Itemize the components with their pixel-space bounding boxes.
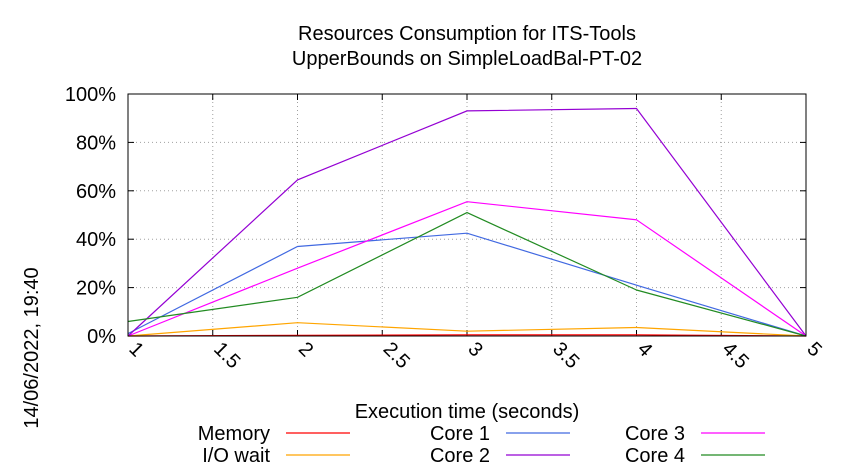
chart-title-line-2: UpperBounds on SimpleLoadBal-PT-02 — [292, 48, 642, 70]
grid-lines — [128, 94, 806, 336]
y-tick-label: 60% — [76, 181, 116, 203]
legend-label: Core 3 — [625, 423, 685, 445]
legend-label: Core 1 — [430, 423, 490, 445]
timestamp-label: 14/06/2022, 19:40 — [21, 267, 43, 428]
legend-label: Core 2 — [430, 445, 490, 467]
y-tick-label: 40% — [76, 229, 116, 251]
y-axis-ticks: 0% 20% 40% 60% 80% 100% — [65, 84, 806, 348]
series-lines — [127, 107, 807, 337]
x-tick-label: 2.5 — [379, 338, 414, 373]
x-tick-label: 1 — [124, 338, 147, 361]
legend-label: Core 4 — [625, 445, 685, 467]
legend-label: Memory — [198, 423, 270, 445]
x-tick-label: 3 — [463, 338, 486, 361]
x-axis-label: Execution time (seconds) — [355, 401, 580, 423]
series-line-core-4 — [127, 211, 807, 337]
x-tick-label: 1.5 — [209, 338, 244, 373]
series-line-i-o-wait — [127, 322, 807, 337]
y-tick-label: 100% — [65, 84, 116, 106]
x-tick-label: 3.5 — [548, 338, 583, 373]
chart-title-line-1: Resources Consumption for ITS-Tools — [298, 23, 636, 45]
y-tick-label: 80% — [76, 132, 116, 154]
series-line-core-3 — [127, 201, 807, 337]
y-tick-label: 0% — [87, 326, 116, 348]
x-tick-label: 5 — [802, 338, 825, 361]
x-tick-label: 4 — [633, 338, 656, 361]
x-tick-label: 2 — [294, 338, 317, 361]
legend-label: I/O wait — [202, 445, 270, 467]
series-line-core-1 — [127, 232, 807, 337]
y-tick-label: 20% — [76, 278, 116, 300]
x-tick-label: 4.5 — [718, 338, 753, 373]
plot-frame — [127, 93, 807, 337]
series-line-core-2 — [127, 107, 807, 337]
